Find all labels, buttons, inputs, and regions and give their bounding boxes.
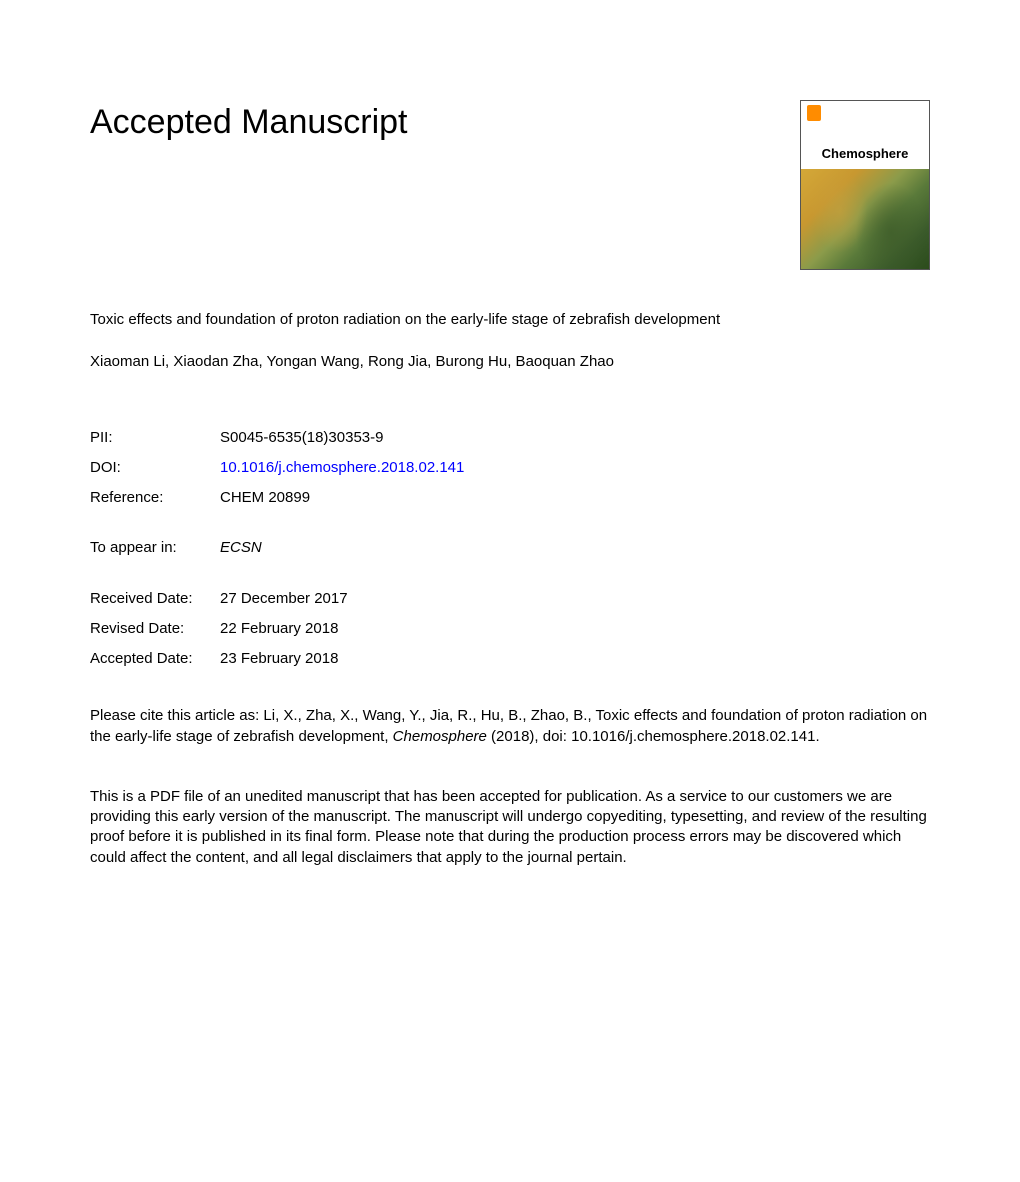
revised-value: 22 February 2018 <box>220 614 464 644</box>
article-title: Toxic effects and foundation of proton r… <box>90 310 750 330</box>
revised-label: Revised Date: <box>90 614 220 644</box>
cover-header <box>801 101 929 143</box>
disclaimer-text: This is a PDF file of an unedited manusc… <box>90 787 930 868</box>
citation-suffix: (2018), doi: 10.1016/j.chemosphere.2018.… <box>487 728 820 745</box>
table-row: To appear in: ECSN <box>90 533 464 563</box>
header-row: Accepted Manuscript Chemosphere <box>90 100 930 270</box>
reference-value: CHEM 20899 <box>220 483 464 513</box>
elsevier-logo-icon <box>807 105 821 121</box>
appear-value: ECSN <box>220 539 262 556</box>
pii-label: PII: <box>90 423 220 453</box>
accepted-manuscript-heading: Accepted Manuscript <box>90 100 408 146</box>
reference-label: Reference: <box>90 483 220 513</box>
table-row: Accepted Date: 23 February 2018 <box>90 644 464 674</box>
cover-journal-name: Chemosphere <box>801 143 929 169</box>
received-label: Received Date: <box>90 584 220 614</box>
pii-value: S0045-6535(18)30353-9 <box>220 423 464 453</box>
table-row: DOI: 10.1016/j.chemosphere.2018.02.141 <box>90 453 464 483</box>
journal-cover-thumbnail: Chemosphere <box>800 100 930 270</box>
received-value: 27 December 2017 <box>220 584 464 614</box>
authors-list: Xiaoman Li, Xiaodan Zha, Yongan Wang, Ro… <box>90 352 930 372</box>
accepted-value: 23 February 2018 <box>220 644 464 674</box>
metadata-table: PII: S0045-6535(18)30353-9 DOI: 10.1016/… <box>90 423 464 675</box>
accepted-label: Accepted Date: <box>90 644 220 674</box>
appear-label: To appear in: <box>90 533 220 563</box>
table-row: PII: S0045-6535(18)30353-9 <box>90 423 464 453</box>
cover-art <box>801 169 929 270</box>
doi-link[interactable]: 10.1016/j.chemosphere.2018.02.141 <box>220 459 464 476</box>
table-row: Revised Date: 22 February 2018 <box>90 614 464 644</box>
table-row: Reference: CHEM 20899 <box>90 483 464 513</box>
table-row: Received Date: 27 December 2017 <box>90 584 464 614</box>
citation-text: Please cite this article as: Li, X., Zha… <box>90 706 930 747</box>
citation-journal: Chemosphere <box>393 728 487 745</box>
doi-label: DOI: <box>90 453 220 483</box>
